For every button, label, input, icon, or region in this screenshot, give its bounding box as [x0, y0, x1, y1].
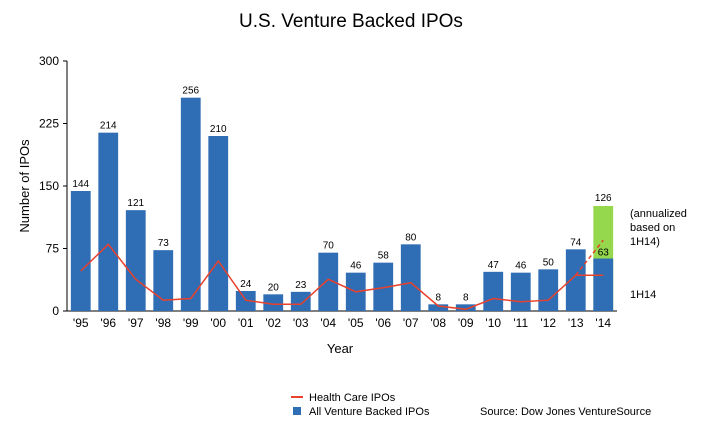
x-tick-label: '96	[100, 316, 116, 330]
bar-value-label: 73	[158, 238, 170, 249]
annotations: (annualized based on 1H14) 1H14	[630, 208, 687, 301]
y-tick-label: 0	[52, 304, 59, 318]
y-axis-label: Number of IPOs	[17, 139, 32, 233]
labels: 144 214 121 73 256 210 24 20 23 70 46 58 80 8 8 47 46 50 7…	[72, 86, 612, 304]
bar	[455, 304, 476, 311]
x-tick-label: '97	[128, 316, 144, 330]
legend-all-ipos-swatch	[293, 407, 301, 415]
bar	[180, 97, 201, 312]
axes: 0 75 150 225 300 '95 '96 '97 '98 '99 '00 '01 '02 '03 '…	[39, 54, 617, 330]
y-tick-label: 300	[39, 54, 59, 68]
x-tick-label: '10	[485, 316, 501, 330]
bar	[373, 262, 394, 311]
bar	[400, 244, 421, 311]
bar-value-label: 214	[100, 121, 117, 132]
bar-value-label: 74	[570, 237, 582, 248]
x-tick-label: '06	[375, 316, 391, 330]
x-tick-label: '12	[540, 316, 556, 330]
bar	[98, 132, 119, 311]
bar-value-label: 210	[210, 124, 227, 135]
y-tick-label: 75	[46, 242, 60, 256]
bar	[538, 269, 559, 311]
bar	[208, 136, 229, 311]
bar-value-label: 47	[488, 260, 500, 271]
x-tick-label: '00	[210, 316, 226, 330]
bar-value-label: 70	[323, 241, 335, 252]
bar	[483, 271, 504, 311]
x-tick-label: '07	[403, 316, 419, 330]
x-tick-label: '05	[348, 316, 364, 330]
source-note: Source: Dow Jones VentureSource	[480, 406, 651, 418]
bar	[290, 291, 311, 311]
bar	[153, 250, 174, 311]
annualized-note-line-2: based on	[630, 222, 675, 234]
y-tick-label: 150	[39, 179, 59, 193]
bar	[125, 210, 146, 311]
bar	[593, 258, 614, 311]
x-tick-label: '98	[155, 316, 171, 330]
x-tick-label: '11	[513, 316, 528, 330]
bar-value-label: 46	[350, 261, 362, 272]
h1-label: 1H14	[630, 289, 656, 301]
bar-value-label: 8	[435, 292, 441, 303]
x-tick-label: '01	[238, 316, 254, 330]
y-tick-label: 225	[39, 117, 59, 131]
legend-all-ipos-label: All Venture Backed IPOs	[309, 406, 430, 418]
bar-value-label: 144	[72, 179, 89, 190]
x-tick-label: '09	[458, 316, 474, 330]
health-care-line	[80, 243, 604, 311]
x-tick-label: '03	[293, 316, 309, 330]
bar	[263, 294, 284, 311]
bar	[318, 252, 339, 311]
bar	[510, 272, 531, 311]
bar-value-label: 20	[268, 282, 280, 293]
x-axis-label: Year	[327, 341, 354, 356]
legend-health-care-label: Health Care IPOs	[309, 392, 396, 404]
chart-title: U.S. Venture Backed IPOs	[239, 11, 463, 32]
x-tick-label: '13	[568, 316, 584, 330]
x-tick-label: '99	[183, 316, 199, 330]
lines	[80, 239, 604, 311]
annualized-value-label: 126	[595, 193, 612, 204]
x-tick-label: '95	[73, 316, 89, 330]
bar-value-label: 23	[295, 280, 307, 291]
bar-value-label: 46	[515, 261, 527, 272]
annualized-note-line-3: 1H14)	[630, 236, 660, 248]
bar-value-label: 121	[127, 198, 144, 209]
bar-value-label: 80	[405, 232, 417, 243]
bar	[70, 191, 91, 311]
bars	[70, 97, 614, 312]
legend: Health Care IPOs All Venture Backed IPOs	[291, 392, 430, 418]
bar-value-label: 24	[240, 279, 252, 290]
bar-value-label: 256	[182, 86, 199, 97]
bar	[565, 249, 586, 311]
x-tick-label: '08	[430, 316, 446, 330]
bar-value-label: 63	[598, 248, 610, 259]
annualized-note-line-1: (annualized	[630, 208, 687, 220]
bar-value-label: 8	[463, 292, 469, 303]
bar-value-label: 50	[543, 257, 555, 268]
x-tick-label: '02	[265, 316, 281, 330]
bar	[428, 304, 449, 311]
bar	[235, 291, 256, 311]
x-tick-label: '04	[320, 316, 336, 330]
bar-value-label: 58	[378, 251, 390, 262]
health-care-annualized-line	[575, 239, 604, 276]
x-tick-label: '14	[595, 316, 611, 330]
